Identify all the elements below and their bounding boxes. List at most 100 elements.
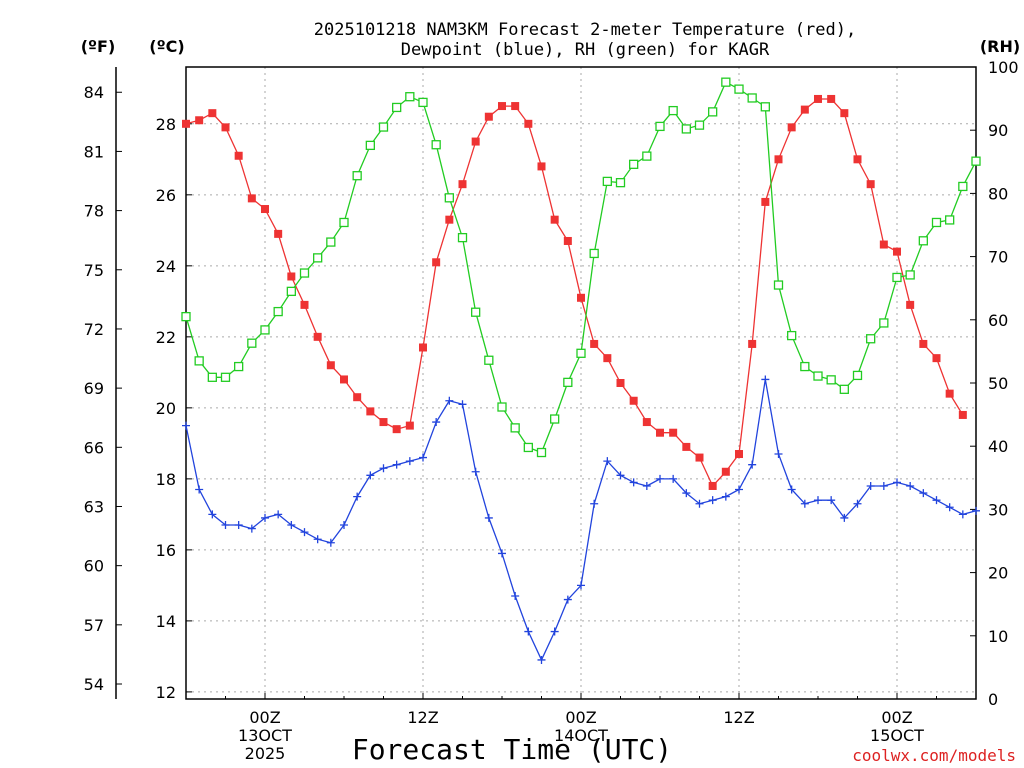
fahrenheit-tick-label: 69 [84, 379, 104, 398]
time-tick-label: 12Z [723, 708, 754, 727]
temperature-point [656, 428, 664, 437]
temperature-point [945, 389, 954, 398]
temperature-point [761, 197, 770, 206]
temperature-point [182, 119, 190, 128]
rh-tick-label: 40 [988, 437, 1008, 456]
dewpoint-point [695, 499, 704, 508]
fahrenheit-tick-label: 81 [84, 142, 104, 161]
date-tick-label: 14OCT [554, 726, 608, 745]
dewpoint-point [735, 485, 743, 494]
dewpoint-point [800, 499, 809, 508]
temperature-point [735, 450, 743, 459]
rh-point [365, 140, 375, 151]
rh-point [787, 330, 797, 341]
dewpoint-point [221, 521, 230, 530]
rh-tick-label: 50 [988, 374, 1008, 393]
date-tick-label: 13OCT [238, 726, 292, 745]
rh-point [444, 193, 454, 203]
rh-point [918, 236, 928, 246]
rh-point [523, 442, 533, 453]
temperature-point [827, 94, 836, 103]
celsius-tick-label: 18 [156, 470, 176, 489]
rh-point [457, 232, 468, 243]
dewpoint-point [840, 513, 849, 522]
dewpoint-point [866, 481, 875, 490]
temperature-point [642, 418, 651, 427]
dewpoint-point [945, 503, 954, 512]
celsius-unit-label: (ºC) [149, 37, 184, 56]
rh-point [773, 280, 784, 290]
temperature-point [840, 109, 849, 118]
temperature-point [287, 272, 296, 281]
rh-point [181, 311, 191, 322]
dewpoint-point [550, 627, 559, 636]
rh-point [234, 361, 244, 372]
rh-point [905, 270, 915, 280]
dewpoint-point [682, 489, 691, 498]
temperature-point [721, 467, 730, 476]
temperature-point [300, 300, 309, 309]
dewpoint-point [445, 396, 454, 405]
rh-point [945, 215, 955, 225]
rh-point [642, 151, 652, 161]
rh-series-line [185, 81, 977, 454]
dewpoint-point [498, 549, 506, 558]
x-axis-title: Forecast Time (UTC) [352, 733, 672, 766]
rh-point [866, 334, 876, 344]
dewpoint-point [932, 496, 941, 505]
fahrenheit-tick-label: 84 [84, 83, 104, 102]
temperature-point [340, 375, 348, 384]
temperature-point [511, 102, 520, 111]
temperature-point [853, 155, 862, 164]
rh-point [852, 370, 863, 381]
dewpoint-point [392, 460, 401, 469]
rh-point [747, 93, 757, 103]
celsius-tick-label: 28 [156, 115, 176, 134]
temperature-point [498, 102, 506, 111]
dewpoint-point [972, 506, 980, 515]
dewpoint-point [814, 496, 822, 505]
dewpoint-point [616, 471, 625, 480]
dewpoint-point [274, 510, 283, 519]
dewpoint-point [419, 453, 427, 462]
temperature-point [550, 215, 559, 224]
temperature-point [392, 425, 401, 434]
rh-point [931, 217, 942, 228]
temperature-point [432, 258, 441, 267]
rh-point [207, 372, 217, 382]
dewpoint-point [590, 499, 599, 508]
rh-point [958, 181, 968, 192]
dewpoint-point [405, 457, 414, 466]
temperature-point [195, 116, 204, 125]
dewpoint-point [642, 481, 651, 490]
fahrenheit-tick-label: 75 [84, 261, 104, 280]
rh-tick-label: 60 [988, 311, 1008, 330]
dewpoint-point [906, 481, 915, 490]
dewpoint-point [379, 464, 388, 473]
rh-point [405, 92, 415, 102]
temperature-point [774, 155, 783, 164]
rh-point [839, 384, 849, 394]
rh-tick-label: 90 [988, 121, 1008, 140]
dewpoint-point [300, 528, 309, 537]
temperature-point [419, 343, 427, 352]
credit-text: coolwx.com/models [852, 746, 1016, 765]
temperature-point [261, 205, 269, 214]
temperature-point [563, 236, 572, 245]
rh-point [378, 122, 389, 132]
celsius-tick-label: 20 [156, 399, 176, 418]
rh-point [286, 286, 296, 297]
rh-point [392, 102, 402, 113]
rh-point [576, 348, 586, 358]
rh-tick-label: 100 [988, 58, 1019, 77]
temperature-point [274, 229, 283, 238]
dewpoint-point [919, 489, 928, 498]
temperature-point [906, 300, 915, 309]
temperature-point [405, 421, 414, 430]
time-tick-label: 00Z [249, 708, 280, 727]
rh-point [313, 253, 323, 263]
dewpoint-point [313, 535, 322, 544]
rh-point [589, 248, 599, 259]
dewpoint-point [234, 521, 243, 530]
chart-title-line-2: Dewpoint (blue), RH (green) for KAGR [401, 40, 770, 60]
